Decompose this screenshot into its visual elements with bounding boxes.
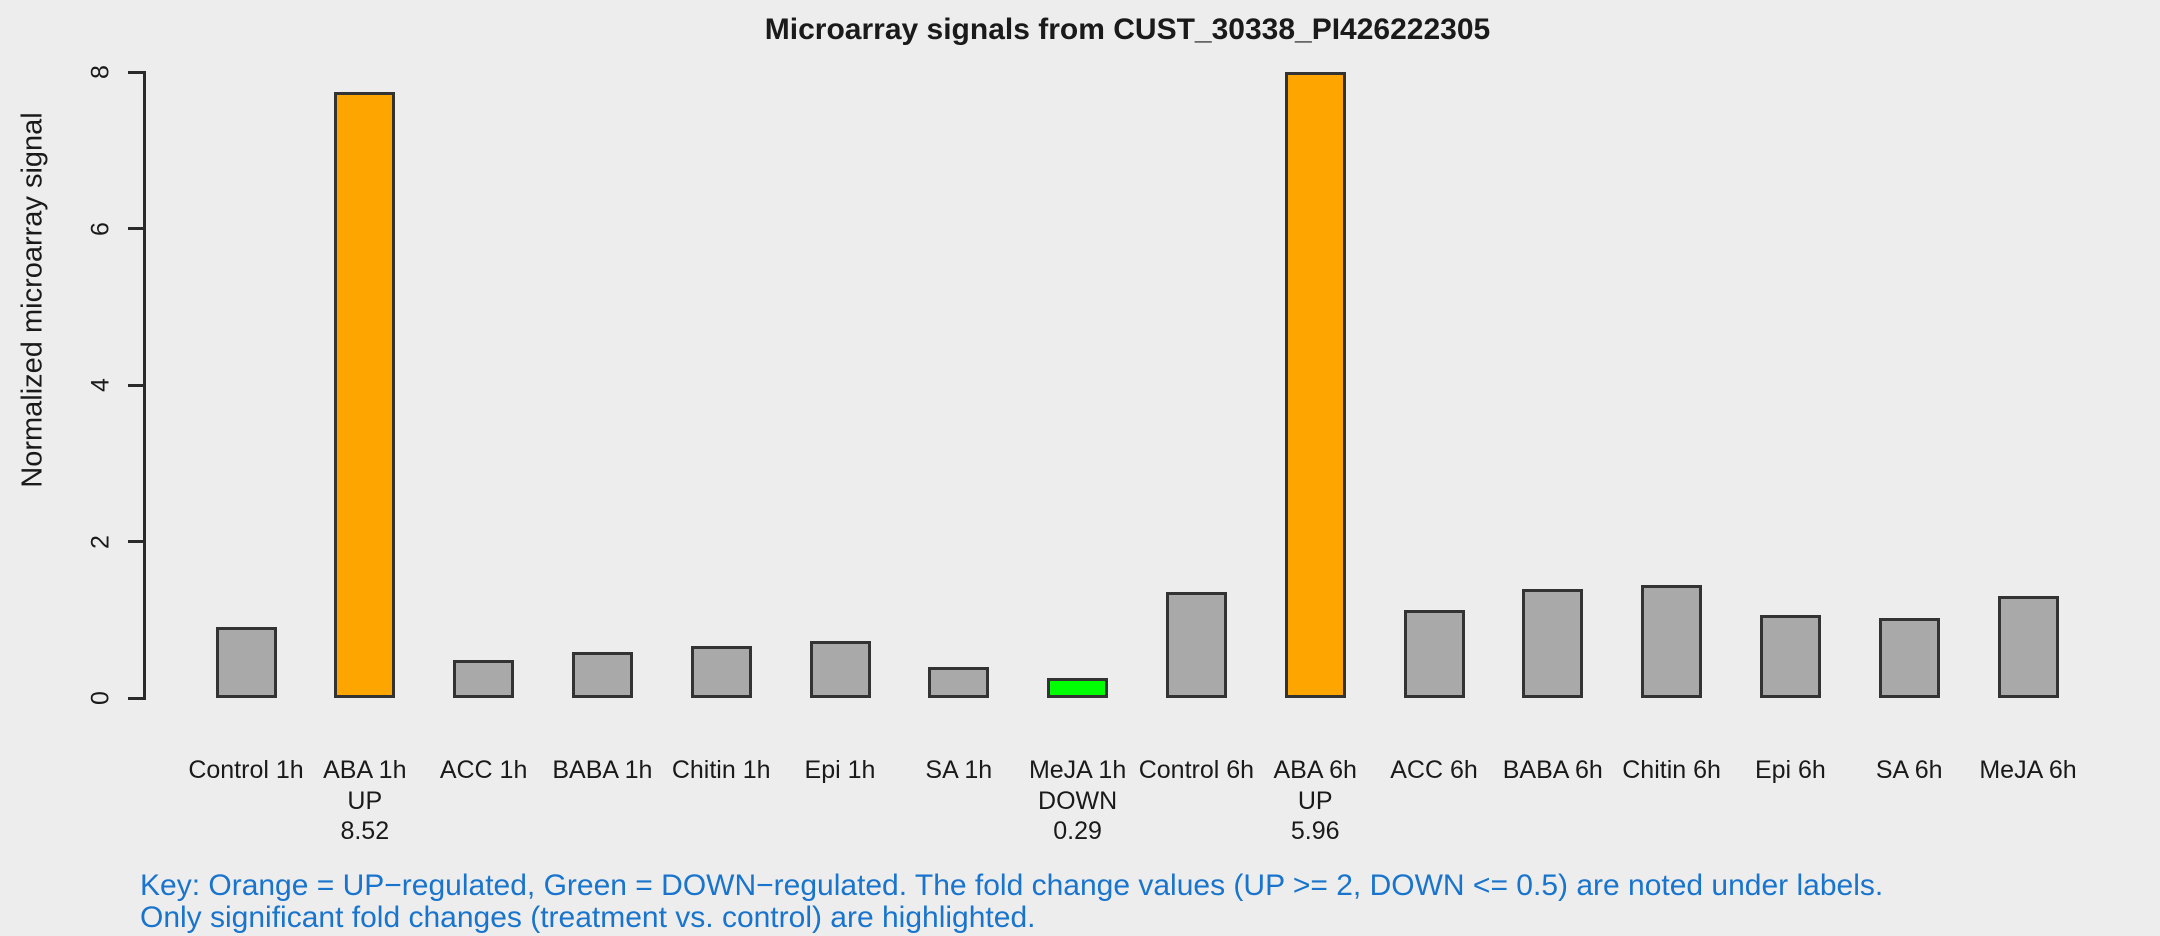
x-label-chitin-6h: Chitin 6h [1622,756,1721,784]
x-label-baba-1h: BABA 1h [552,756,653,784]
x-label-acc-6h: ACC 6h [1390,756,1478,784]
bar-sa-6h [1878,618,1940,698]
bar-baba-1h [571,651,633,698]
x-label-meja-6h: MeJA 6h [1979,756,2077,784]
bar-acc-6h [1403,610,1465,698]
regulation-label-aba-6h: UP [1297,787,1333,815]
chart-title: Microarray signals from CUST_30338_PI426… [764,13,1491,46]
x-label-control-6h: Control 6h [1138,756,1255,784]
bar-meja-1h [1047,677,1109,698]
bar-chitin-6h [1641,585,1703,698]
regulation-label-aba-1h: UP [347,787,383,815]
regulation-label-meja-1h: DOWN [1038,787,1118,815]
key-text-line-2: Only significant fold changes (treatment… [140,901,1036,934]
key-text-line-1: Key: Orange = UP−regulated, Green = DOWN… [140,869,1884,902]
bar-chitin-1h [690,646,752,698]
x-label-aba-6h: ABA 6h [1273,756,1357,784]
bar-epi-1h [809,640,871,698]
x-label-aba-1h: ABA 1h [323,756,407,784]
y-tick-label-2: 2 [86,534,115,549]
y-tick-label-8: 8 [86,65,115,79]
bar-aba-6h [1284,72,1346,698]
x-label-sa-1h: SA 1h [925,756,993,784]
x-label-baba-6h: BABA 6h [1502,756,1603,784]
fold-change-label-aba-6h: 5.96 [1290,817,1340,845]
x-label-epi-1h: Epi 1h [804,756,876,784]
y-tick-4 [128,383,145,387]
x-label-chitin-1h: Chitin 1h [671,756,771,784]
fold-change-label-aba-1h: 8.52 [340,817,390,845]
y-tick-6 [128,227,145,230]
bar-meja-6h [1997,596,2059,698]
bar-control-1h [215,626,277,698]
y-axis-label: Normalized microarray signal [16,112,49,488]
x-label-epi-6h: Epi 6h [1754,756,1826,784]
y-tick-8 [128,70,145,74]
x-label-meja-1h: MeJA 1h [1028,756,1127,784]
bar-sa-1h [928,666,990,698]
bar-control-6h [1165,592,1227,698]
y-tick-label-6: 6 [86,221,115,236]
bar-baba-6h [1522,589,1584,698]
fold-change-label-meja-1h: 0.29 [1053,817,1102,845]
bar-acc-1h [453,660,515,698]
x-label-control-1h: Control 1h [188,756,304,784]
y-tick-label-0: 0 [86,691,115,705]
x-label-acc-1h: ACC 1h [439,756,528,784]
y-tick-2 [128,540,145,543]
y-tick-label-4: 4 [86,378,115,392]
bar-epi-6h [1759,615,1821,698]
y-tick-0 [128,696,145,700]
x-label-sa-6h: SA 6h [1875,756,1943,784]
bar-aba-1h [334,91,396,698]
